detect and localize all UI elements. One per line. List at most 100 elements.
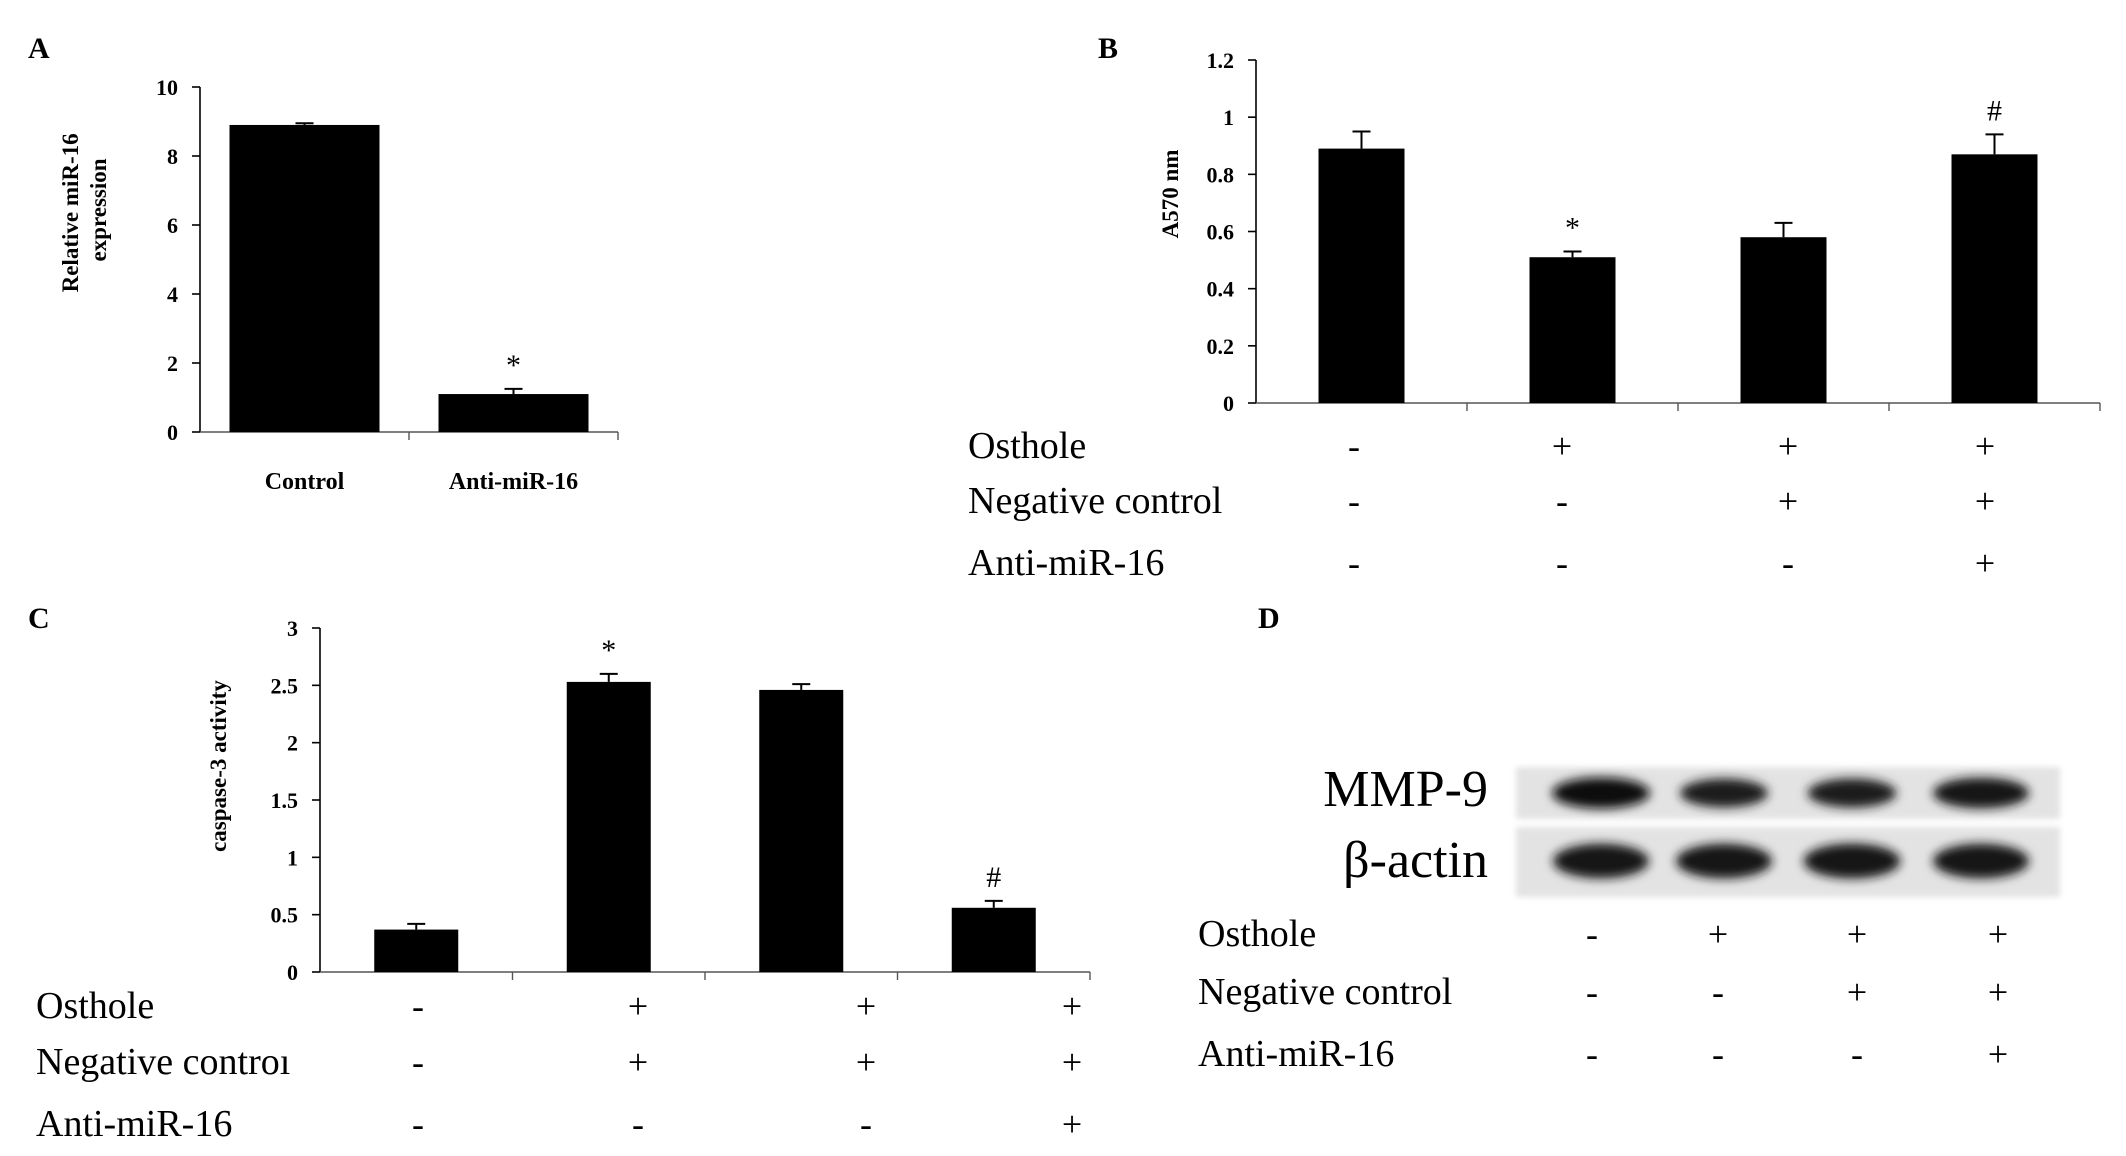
panel-c-bar [951,907,1036,972]
panel-c-treatment-label: Negative controı [36,1041,290,1083]
blot-row-label: MMP-9 [1323,761,1488,818]
panel-b-treatment-label: Anti-miR-16 [968,542,1164,584]
panel-a-y-tick-label: 2 [167,351,178,376]
panel-d-treatment-sign: - [1586,972,1598,1012]
panel-b-treatment-sign: + [1975,543,1995,583]
panel-b-treatment-sign: - [1782,543,1794,583]
panel-d-treatment-label: Osthole [1198,913,1316,955]
panel-c-letter: C [28,602,50,635]
panel-d-treatment-label: Anti-miR-16 [1198,1033,1394,1075]
panel-b-treatment-sign: - [1348,481,1360,521]
panel-c-treatment-sign: + [1062,986,1082,1026]
panel-a: A Relative miR-16 expression 0 2 4 6 8 10 Cont… [28,32,619,495]
panel-b-plot: 0 0.2 0.4 0.6 0.8 1 1.2 * # [1207,48,2101,416]
panel-b-bar [1529,257,1616,403]
panel-a-category-label: Control [265,469,345,495]
panel-b-bar [1318,148,1405,403]
panel-d-treatment-sign: + [1847,972,1867,1012]
panel-c-treatment-sign: + [1062,1042,1082,1082]
panel-d-treatment-table: Osthole - + + + Negative control - - + + Anti-miR-… [1198,913,2008,1075]
panel-c-y-tick-label: 2.5 [271,673,299,698]
panel-c-treatment-sign: + [628,1042,648,1082]
panel-d-treatment-sign: + [1847,914,1867,954]
panel-c-plot: 0 0.5 1 1.5 2 2.5 3 * # [271,616,1091,985]
panel-c-treatment-sign: - [412,986,424,1026]
panel-a-y-tick-label: 0 [167,420,178,445]
panel-c-y-tick-label: 0.5 [271,903,299,928]
panel-b-significance-mark: * [1565,212,1580,245]
blot-band [1552,777,1650,809]
panel-b-y-axis-title: A570 nm [1158,150,1183,239]
western-blot: MMP-9 β-actin [1323,761,2060,897]
panel-b-treatment-sign: - [1556,481,1568,521]
panel-c-treatment-sign: - [860,1104,872,1144]
panel-a-y-tick-label: 8 [167,144,178,169]
panel-c-treatment-sign: - [412,1104,424,1144]
panel-b-treatment-sign: + [1975,481,1995,521]
panel-a-bar [229,124,380,432]
panel-d-treatment-sign: - [1712,1034,1724,1074]
panel-b-y-tick-label: 1.2 [1207,48,1235,73]
panel-d-treatment-sign: + [1988,1034,2008,1074]
panel-a-y-tick-label: 4 [167,282,178,307]
blot-band [1933,777,2029,809]
panel-a-y-tick-label: 10 [156,75,178,100]
panel-a-y-axis-title: Relative miR-16 expression [58,128,111,293]
panel-a-significance-mark: * [506,349,521,382]
panel-d-treatment-sign: + [1988,972,2008,1012]
panel-d-treatment-sign: - [1851,1034,1863,1074]
panel-b-significance-mark: # [1987,94,2002,127]
panel-b-treatment-label: Negative control [968,480,1222,522]
panel-c-treatment-label: Osthole [36,985,154,1027]
panel-a-category-label: Anti-miR-16 [449,469,578,495]
panel-c-significance-mark: * [601,634,616,667]
panel-d-letter: D [1258,602,1280,635]
panel-a-y-axis-title-line2: expression [86,158,111,261]
panel-d-treatment-sign: + [1708,914,1728,954]
panel-b-y-tick-label: 1 [1223,105,1234,130]
panel-c-y-axis-title: caspase-3 activity [206,680,231,852]
blot-band [1933,843,2029,879]
panel-d: D MMP-9 β-actin Osthole - + + + Negative contr… [1198,602,2060,1075]
panel-b-y-tick-label: 0.4 [1207,277,1235,302]
panel-b-treatment-sign: + [1552,426,1572,466]
panel-c-y-tick-label: 3 [287,616,298,641]
panel-a-bar [438,394,589,432]
panel-c-y-tick-label: 1.5 [271,788,299,813]
panel-b-y-tick-label: 0.8 [1207,162,1235,187]
panel-b-treatment-sign: + [1975,426,1995,466]
panel-c-treatment-label: Anti-miR-16 [36,1103,232,1145]
panel-c-bar [374,929,459,972]
panel-d-treatment-sign: - [1586,1034,1598,1074]
panel-b-letter: B [1098,32,1118,65]
panel-b-treatment-sign: + [1778,481,1798,521]
panel-d-treatment-sign: - [1586,914,1598,954]
panel-c-bar [566,681,651,972]
panel-a-y-axis-title-line1: Relative miR-16 [58,133,83,292]
panel-c-treatment-table: Osthole - + + + Negative controı - + + + Anti-miR-… [36,985,1082,1145]
panel-c-treatment-sign: + [1062,1104,1082,1144]
blot-row-label: β-actin [1343,832,1488,889]
blot-band [1553,843,1649,879]
panel-d-treatment-sign: + [1988,914,2008,954]
panel-c-treatment-sign: + [856,1042,876,1082]
panel-b-treatment-sign: + [1778,426,1798,466]
panel-d-treatment-sign: - [1712,972,1724,1012]
panel-b-treatment-label: Osthole [968,425,1086,467]
panel-a-y-tick-label: 6 [167,213,178,238]
panel-c-y-tick-label: 1 [287,845,298,870]
panel-b-bar [1951,154,2038,403]
panel-a-plot: 0 2 4 6 8 10 Control * Anti-miR-16 [156,75,619,495]
panel-b: B A570 nm 0 0.2 0.4 0.6 0.8 1 1.2 * # Osthole - + +… [968,32,2101,584]
panel-c-y-tick-label: 0 [287,960,298,985]
panel-c-treatment-sign: + [628,986,648,1026]
panel-b-treatment-sign: - [1556,543,1568,583]
panel-c: C caspase-3 activity 0 0.5 1 1.5 2 2.5 3 * # Ost… [28,602,1091,1145]
panel-b-y-tick-label: 0 [1223,391,1234,416]
blot-band [1676,843,1772,879]
panel-a-letter: A [28,32,50,65]
panel-c-treatment-sign: - [412,1042,424,1082]
panel-b-treatment-sign: - [1348,426,1360,466]
panel-b-treatment-table: Osthole - + + + Negative control - - + + Anti-miR-… [968,425,1995,584]
